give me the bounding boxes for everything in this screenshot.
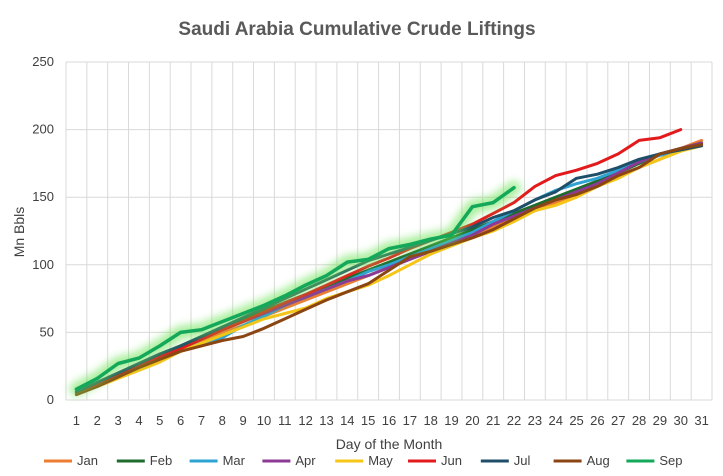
legend-label: Jun xyxy=(441,453,462,468)
x-tick-label: 23 xyxy=(528,413,542,428)
x-tick-label: 4 xyxy=(135,413,142,428)
legend-label: Mar xyxy=(223,453,246,468)
x-tick-label: 8 xyxy=(219,413,226,428)
legend-item-jul: Jul xyxy=(480,453,531,468)
y-axis-title: Mn Bbls xyxy=(11,207,27,258)
legend-label: Jul xyxy=(514,453,531,468)
x-tick-label: 18 xyxy=(423,413,437,428)
y-tick-label: 250 xyxy=(32,54,54,69)
x-tick-label: 21 xyxy=(486,413,500,428)
legend-label: Feb xyxy=(150,453,172,468)
legend-label: May xyxy=(368,453,393,468)
y-tick-label: 0 xyxy=(47,392,54,407)
x-tick-label: 1 xyxy=(73,413,80,428)
x-tick-label: 9 xyxy=(240,413,247,428)
y-tick-label: 100 xyxy=(32,257,54,272)
x-tick-label: 7 xyxy=(198,413,205,428)
series-line-sep xyxy=(74,185,516,391)
legend-item-mar: Mar xyxy=(189,453,246,468)
x-tick-label: 30 xyxy=(674,413,688,428)
legend-item-sep: Sep xyxy=(626,453,683,468)
legend: Jan Feb Mar Apr May Jun Jul Aug Sep xyxy=(44,453,683,468)
x-tick-label: 19 xyxy=(444,413,458,428)
x-tick-label: 11 xyxy=(278,413,292,428)
x-tick-label: 20 xyxy=(465,413,479,428)
legend-item-jun: Jun xyxy=(408,453,462,468)
x-tick-label: 17 xyxy=(403,413,417,428)
y-tick-label: 200 xyxy=(32,122,54,137)
y-tick-label: 150 xyxy=(32,189,54,204)
x-tick-label: 25 xyxy=(569,413,583,428)
legend-item-may: May xyxy=(335,453,393,468)
legend-item-jan: Jan xyxy=(44,453,98,468)
x-tick-label: 10 xyxy=(257,413,271,428)
x-tick-label: 24 xyxy=(548,413,562,428)
legend-item-aug: Aug xyxy=(553,453,610,468)
x-tick-label: 14 xyxy=(340,413,354,428)
legend-label: Sep xyxy=(659,453,682,468)
x-tick-label: 29 xyxy=(653,413,667,428)
x-tick-label: 3 xyxy=(114,413,121,428)
x-tick-label: 16 xyxy=(382,413,396,428)
y-axis-ticks: 0 50 100 150 200 250 xyxy=(32,54,54,407)
series-line-jun xyxy=(74,128,683,394)
x-tick-label: 5 xyxy=(156,413,163,428)
x-tick-label: 27 xyxy=(611,413,625,428)
x-tick-label: 26 xyxy=(590,413,604,428)
x-tick-label: 22 xyxy=(507,413,521,428)
chart-title: Saudi Arabia Cumulative Crude Liftings xyxy=(178,19,535,40)
series-lines xyxy=(69,128,704,397)
x-axis-ticks: 1 2 3 4 5 6 7 8 9 10 11 12 13 14 15 16 17 18 19 20 21 22 23 24 2… xyxy=(73,413,709,428)
x-tick-label: 15 xyxy=(361,413,375,428)
legend-label: Aug xyxy=(587,453,610,468)
x-tick-label: 6 xyxy=(177,413,184,428)
legend-item-apr: Apr xyxy=(262,453,316,468)
legend-label: Apr xyxy=(295,453,316,468)
x-tick-label: 28 xyxy=(632,413,646,428)
x-tick-label: 31 xyxy=(694,413,708,428)
legend-item-feb: Feb xyxy=(116,453,172,468)
y-tick-label: 50 xyxy=(40,324,54,339)
x-tick-label: 12 xyxy=(298,413,312,428)
x-axis-title: Day of the Month xyxy=(336,436,443,452)
x-tick-label: 13 xyxy=(319,413,333,428)
legend-label: Jan xyxy=(77,453,98,468)
series-line-aug xyxy=(74,143,704,397)
x-tick-label: 2 xyxy=(94,413,101,428)
